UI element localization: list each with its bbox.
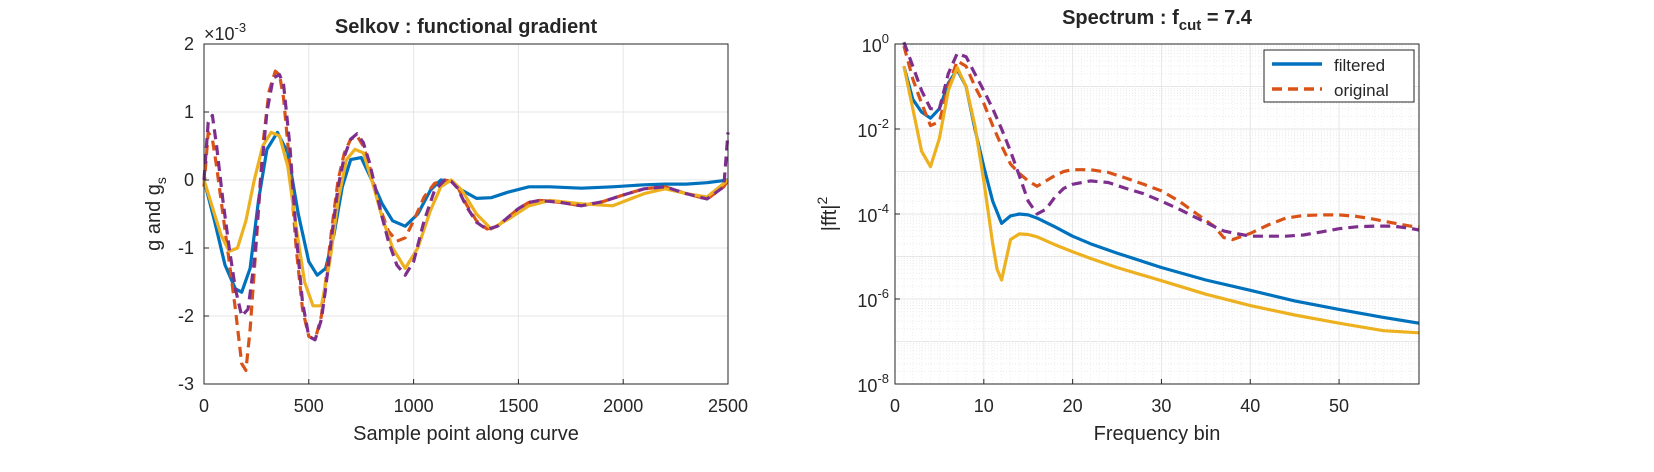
right-x-tick-label: 0 [890,396,900,416]
left-x-axis-label: Sample point along curve [353,423,579,445]
right-y-tick-label: 10-2 [857,116,889,141]
left-x-tick-label: 2500 [708,396,748,416]
chart-spectrum: 0 10 20 30 40 50 100 10-2 10-4 10-6 10-8 Spectrum … [814,7,1420,445]
right-y-axis-label: |fft|2 [814,197,841,232]
right-series-line-4 [902,41,1420,238]
left-series-line-4 [202,72,730,342]
left-y-tick-label: 0 [184,170,194,190]
left-series-line-3 [202,130,730,308]
left-y-tick-label: -2 [178,306,194,326]
left-series-line-2 [202,69,730,372]
right-series-line-3 [902,65,1420,335]
left-axes-box [203,43,729,385]
right-chart-title: Spectrum : fcut = 7.4 [1062,7,1253,34]
left-y-axis-label: g and gs [143,177,169,251]
left-x-tick-label: 2000 [603,396,643,416]
left-exponent-label: ×10-3 [204,20,246,44]
left-x-tick-label: 1000 [394,396,434,416]
left-x-tick-label: 0 [199,396,209,416]
legend: filtered original [1263,49,1415,103]
right-y-tick-label: 10-6 [857,286,889,311]
left-chart-title: Selkov : functional gradient [335,16,598,38]
left-series-line-1 [202,130,729,294]
right-x-tick-label: 40 [1240,396,1260,416]
left-x-tick-label: 500 [294,396,324,416]
right-ticks: 0 10 20 30 40 50 100 10-2 10-4 10-6 10-8 [857,31,1349,416]
right-series-line-2 [902,45,1420,242]
right-y-tick-label: 10-8 [857,371,889,396]
left-y-tick-label: 2 [184,34,194,54]
right-series [902,41,1420,335]
left-y-tick-label: -3 [178,374,194,394]
legend-label-filtered: filtered [1334,56,1385,75]
right-x-tick-label: 20 [1063,396,1083,416]
chart-selkov-gradient: 0 500 1000 1500 2000 2500 -3 -2 -1 0 1 2 Selkov : f… [143,16,748,445]
left-series [202,69,730,372]
left-x-tick-label: 1500 [498,396,538,416]
right-x-tick-label: 10 [974,396,994,416]
left-y-tick-label: 1 [184,102,194,122]
right-y-tick-label: 100 [862,31,889,56]
right-x-tick-label: 30 [1151,396,1171,416]
right-y-tick-label: 10-4 [857,201,889,226]
legend-box [1263,49,1415,103]
right-x-tick-label: 50 [1329,396,1349,416]
left-y-tick-label: -1 [178,238,194,258]
right-grid [894,43,1419,385]
right-x-axis-label: Frequency bin [1094,423,1221,445]
left-ticks: 0 500 1000 1500 2000 2500 -3 -2 -1 0 1 2 [178,34,748,416]
legend-label-original: original [1334,81,1389,100]
